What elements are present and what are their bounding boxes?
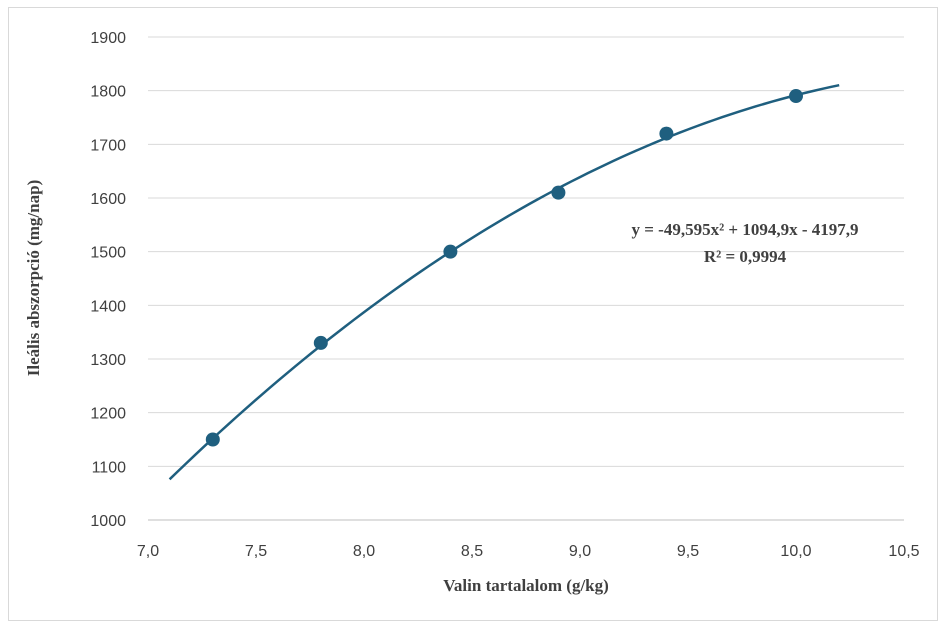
x-axis-title: Valin tartalalom (g/kg) xyxy=(443,576,609,595)
y-tick-label: 1000 xyxy=(90,513,126,530)
y-tick-label: 1600 xyxy=(90,191,126,208)
trendline-group xyxy=(168,83,840,481)
x-tick-label: 9,5 xyxy=(677,543,699,560)
x-tick-label: 9,0 xyxy=(569,543,591,560)
y-tick-label: 1100 xyxy=(92,459,127,476)
data-point xyxy=(205,432,220,447)
y-tick-label: 1300 xyxy=(90,352,126,369)
x-tick-label: 8,5 xyxy=(461,543,483,560)
trendline-equation: y = -49,595x² + 1094,9x - 4197,9 xyxy=(631,220,858,239)
x-tick-label: 7,0 xyxy=(137,543,159,560)
data-point xyxy=(313,335,328,350)
y-axis-title: Ileális abszorpció (mg/nap) xyxy=(24,180,43,376)
trendline-r-squared: R² = 0,9994 xyxy=(704,247,787,266)
y-tick-label: 1400 xyxy=(90,298,126,315)
x-tick-labels: 7,0 7,5 8,0 8,5 9,0 9,5 10,0 10,5 xyxy=(137,543,920,560)
data-point xyxy=(789,89,803,104)
x-tick-label: 7,5 xyxy=(245,543,267,560)
data-point xyxy=(551,185,566,200)
y-tick-labels: 1000 1100 1200 1300 1400 1500 1600 1700 1800 1900 xyxy=(90,30,126,530)
chart-area xyxy=(8,7,938,621)
y-tick-label: 1800 xyxy=(90,84,126,101)
x-tick-label: 8,0 xyxy=(353,543,375,560)
y-tick-label: 1500 xyxy=(90,245,126,262)
trendline-curve xyxy=(168,83,840,481)
data-points xyxy=(205,89,803,447)
x-tick-label: 10,0 xyxy=(780,543,811,560)
y-tick-label: 1700 xyxy=(90,137,126,154)
y-tick-label: 1200 xyxy=(90,406,126,423)
gridlines xyxy=(148,36,904,467)
x-tick-label: 10,5 xyxy=(888,543,919,560)
data-point xyxy=(443,244,458,259)
y-tick-label: 1900 xyxy=(90,30,126,47)
data-point xyxy=(659,126,674,141)
